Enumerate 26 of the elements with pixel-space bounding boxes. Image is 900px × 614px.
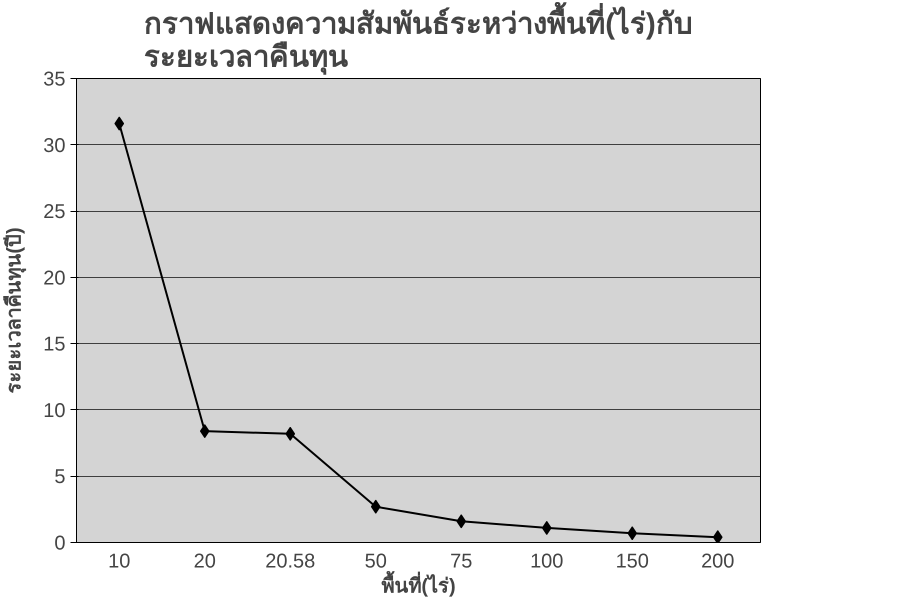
y-axis-title: ระยะเวลาคืนทุน(ปี) [2,227,26,394]
y-tick-label: 0 [54,532,66,554]
y-tick-label: 10 [43,400,66,422]
x-tick-label: 20 [194,550,216,572]
x-tick-label: 50 [364,550,387,572]
y-tick-label: 5 [54,466,66,488]
x-tick-label: 200 [701,550,734,572]
chart-title: กราฟแสดงความสัมพันธ์ระหว่างพื้นที่(ไร่)กับ ระยะเวลาคืนทุน [144,2,693,74]
y-tick-label: 35 [43,68,66,90]
y-tick-label: 30 [43,134,66,157]
y-tick-label: 15 [43,334,66,356]
point [200,424,210,438]
x-tick-label: 10 [108,550,130,572]
x-tick-label: 75 [450,550,472,572]
point [542,520,552,535]
point [712,530,723,542]
point [285,426,296,441]
y-tick-label: 25 [43,201,66,224]
x-tick-label: 20.58 [265,550,316,572]
x-tick-label: 100 [530,550,564,572]
point [370,500,381,514]
x-tick-label: 150 [616,550,649,572]
point [456,514,466,528]
y-tick-label: 20 [43,267,66,290]
point [627,526,638,540]
point [114,116,124,131]
